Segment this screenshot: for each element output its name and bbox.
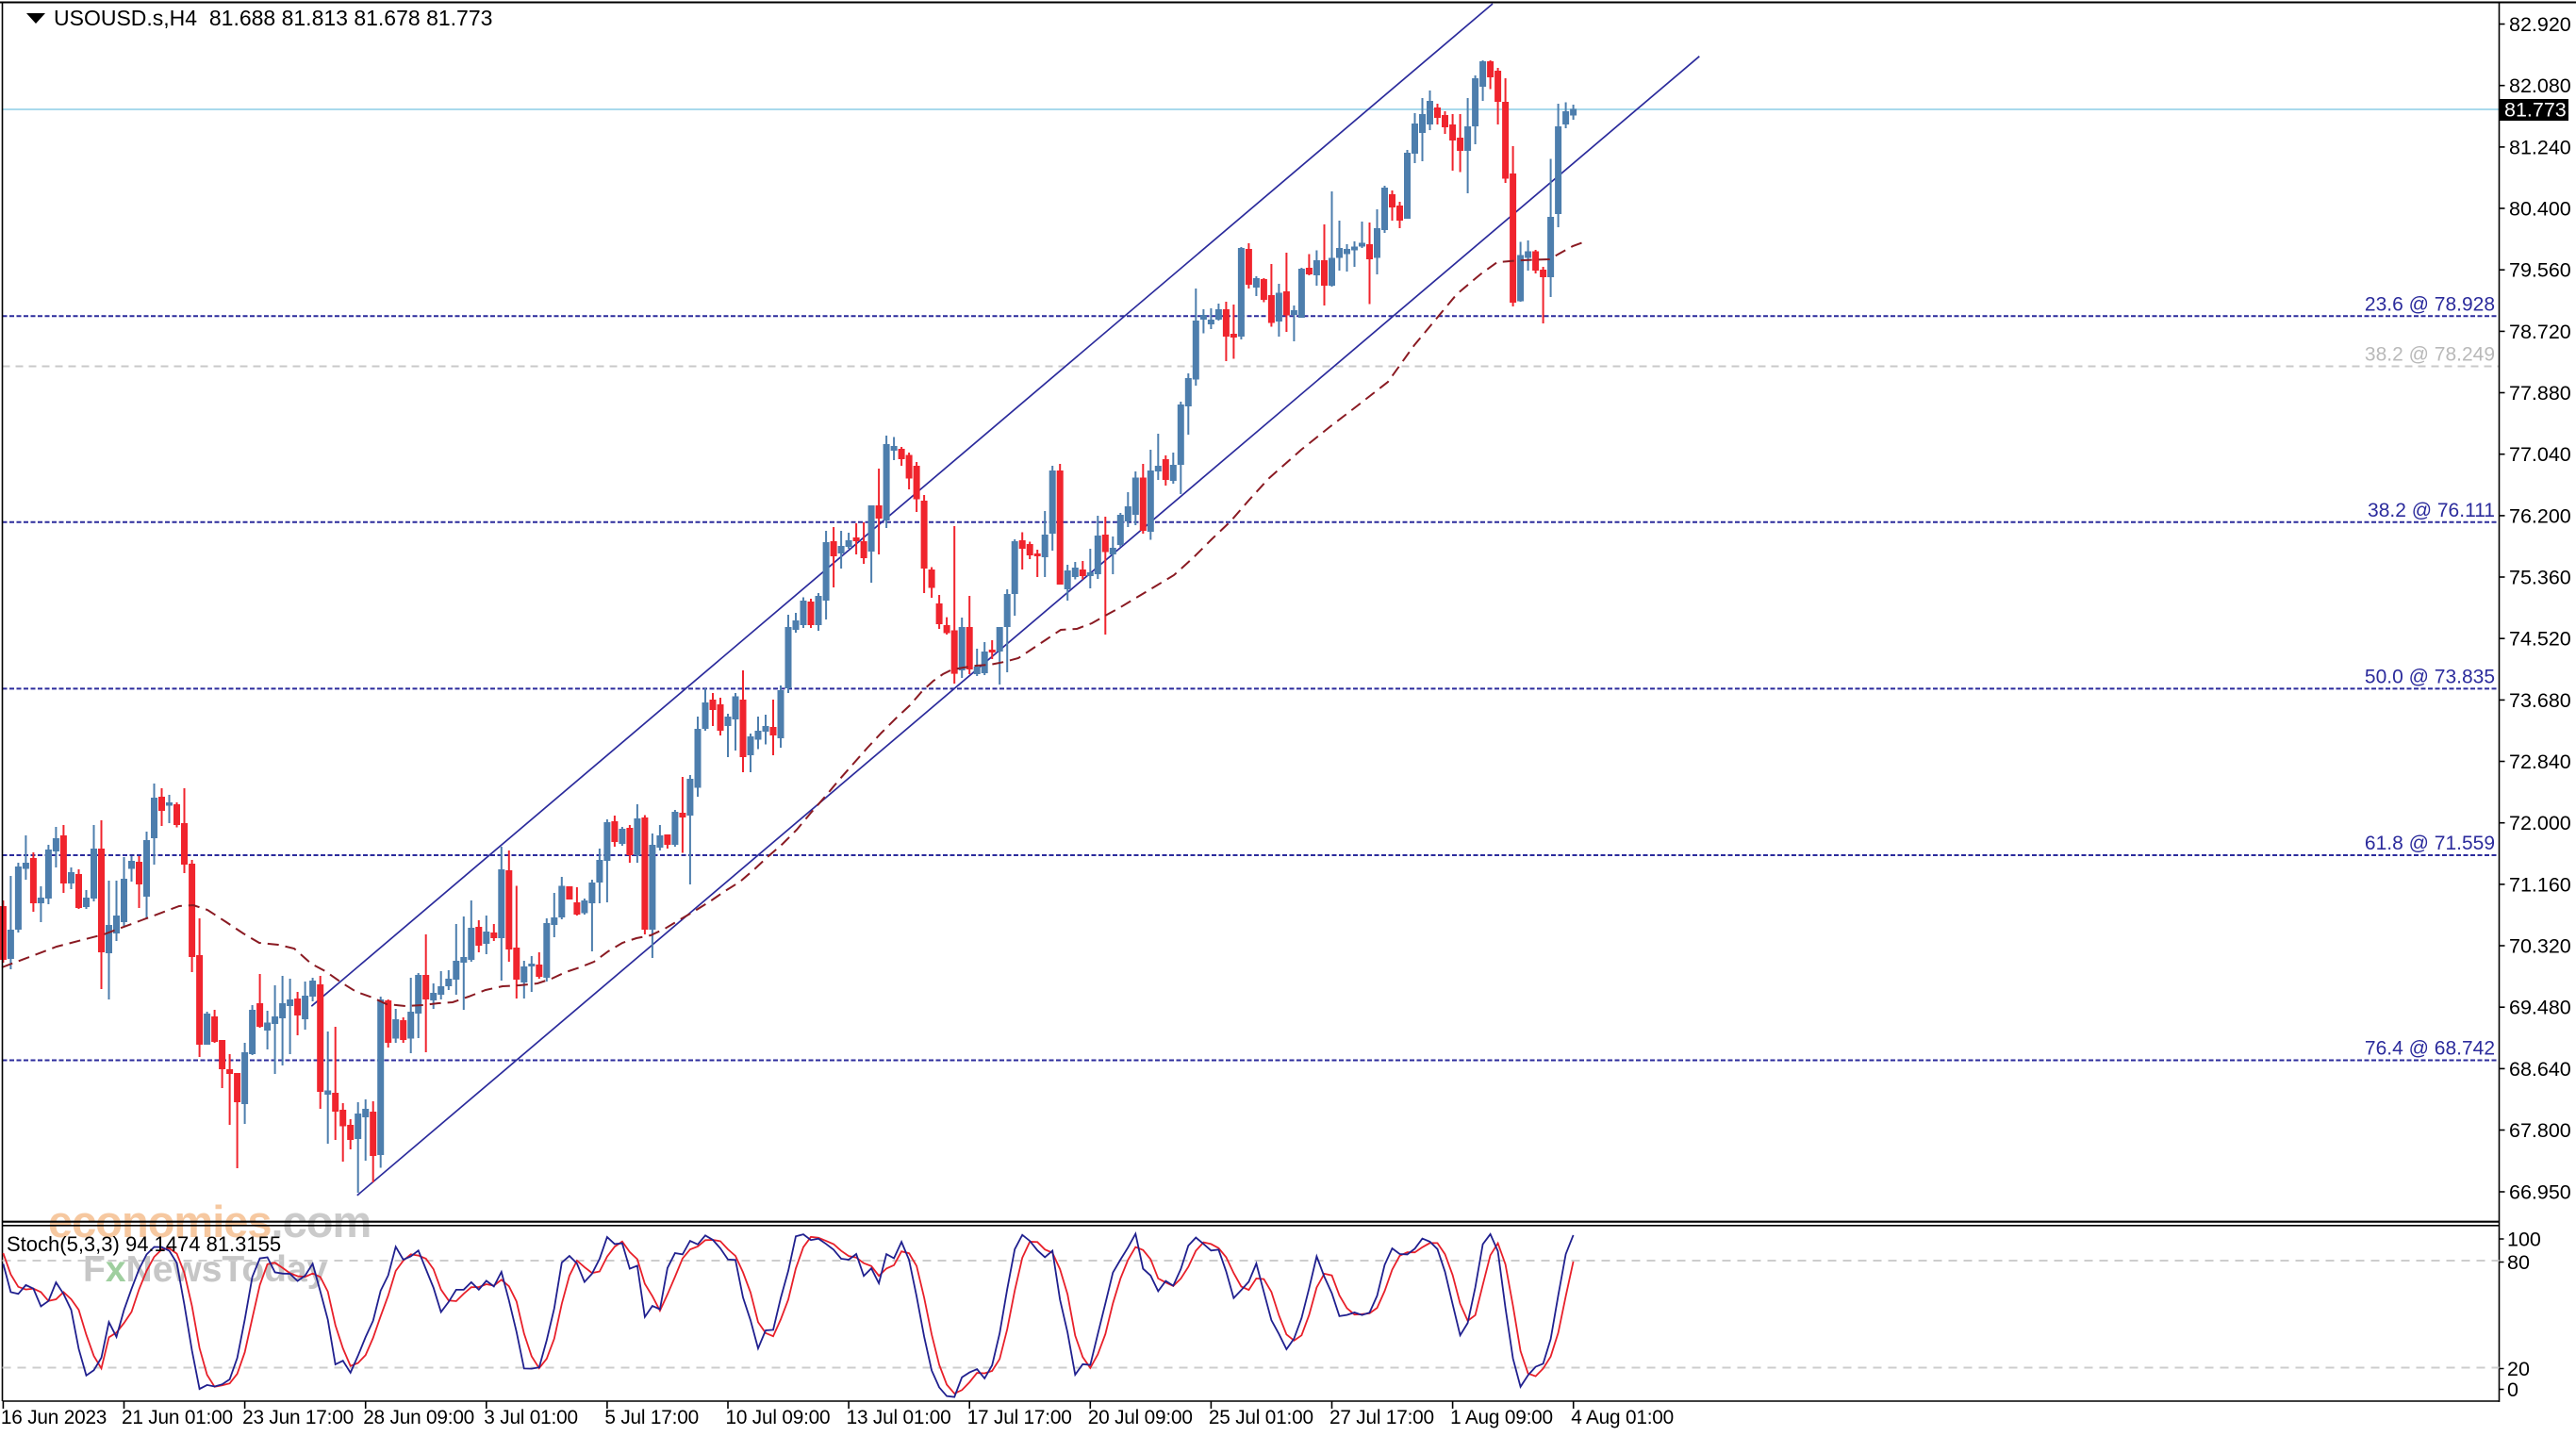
svg-text:67.800: 67.800 — [2509, 1119, 2571, 1142]
svg-text:77.040: 77.040 — [2509, 443, 2571, 466]
svg-text:20 Jul 09:00: 20 Jul 09:00 — [1088, 1407, 1193, 1428]
svg-text:81.240: 81.240 — [2509, 136, 2571, 158]
svg-text:25 Jul 01:00: 25 Jul 01:00 — [1209, 1407, 1313, 1428]
svg-text:82.080: 82.080 — [2509, 74, 2571, 97]
svg-text:13 Jul 01:00: 13 Jul 01:00 — [847, 1407, 951, 1428]
svg-text:61.8 @ 71.559: 61.8 @ 71.559 — [2365, 833, 2495, 854]
svg-text:71.160: 71.160 — [2509, 873, 2571, 896]
svg-text:66.950: 66.950 — [2509, 1181, 2571, 1204]
svg-text:82.920: 82.920 — [2509, 13, 2571, 36]
svg-text:81.773: 81.773 — [2504, 99, 2567, 122]
svg-text:70.320: 70.320 — [2509, 935, 2571, 958]
svg-text:USOUSD.s,H4 81.688 81.813 81.: USOUSD.s,H4 81.688 81.813 81.678 81.773 — [54, 6, 492, 30]
svg-text:76.200: 76.200 — [2509, 504, 2571, 527]
svg-text:28 Jun 09:00: 28 Jun 09:00 — [363, 1407, 474, 1428]
svg-text:5 Jul 17:00: 5 Jul 17:00 — [604, 1407, 699, 1428]
svg-text:68.640: 68.640 — [2509, 1058, 2571, 1081]
svg-text:23 Jun 17:00: 23 Jun 17:00 — [242, 1407, 354, 1428]
svg-text:78.720: 78.720 — [2509, 321, 2571, 343]
svg-text:10 Jul 09:00: 10 Jul 09:00 — [726, 1407, 831, 1428]
svg-text:27 Jul 17:00: 27 Jul 17:00 — [1329, 1407, 1434, 1428]
svg-text:0: 0 — [2507, 1378, 2518, 1401]
svg-text:74.520: 74.520 — [2509, 628, 2571, 651]
svg-text:1 Aug 09:00: 1 Aug 09:00 — [1450, 1407, 1553, 1428]
svg-text:FxNewsToday: FxNewsToday — [83, 1249, 328, 1290]
svg-text:16 Jun 2023: 16 Jun 2023 — [1, 1407, 107, 1428]
svg-text:80: 80 — [2507, 1251, 2530, 1274]
svg-text:21 Jun 01:00: 21 Jun 01:00 — [122, 1407, 233, 1428]
svg-text:38.2 @ 76.111: 38.2 @ 76.111 — [2368, 500, 2495, 521]
svg-text:Stoch(5,3,3) 94.1474 81.3155: Stoch(5,3,3) 94.1474 81.3155 — [7, 1232, 281, 1256]
svg-text:20: 20 — [2507, 1358, 2530, 1380]
svg-text:3 Jul 01:00: 3 Jul 01:00 — [484, 1407, 578, 1428]
svg-text:50.0 @ 73.835: 50.0 @ 73.835 — [2365, 666, 2495, 687]
svg-text:69.480: 69.480 — [2509, 997, 2571, 1019]
svg-text:72.840: 72.840 — [2509, 751, 2571, 773]
svg-text:77.880: 77.880 — [2509, 382, 2571, 404]
svg-text:73.680: 73.680 — [2509, 689, 2571, 712]
svg-text:4 Aug 01:00: 4 Aug 01:00 — [1571, 1407, 1674, 1428]
svg-text:75.360: 75.360 — [2509, 567, 2571, 589]
svg-text:23.6 @ 78.928: 23.6 @ 78.928 — [2365, 293, 2495, 315]
svg-text:72.000: 72.000 — [2509, 812, 2571, 834]
svg-text:17 Jul 17:00: 17 Jul 17:00 — [967, 1407, 1072, 1428]
svg-text:38.2 @ 78.249: 38.2 @ 78.249 — [2365, 344, 2495, 366]
svg-text:76.4 @ 68.742: 76.4 @ 68.742 — [2365, 1038, 2495, 1060]
svg-text:79.560: 79.560 — [2509, 259, 2571, 282]
svg-text:80.400: 80.400 — [2509, 198, 2571, 221]
svg-text:100: 100 — [2507, 1229, 2541, 1251]
